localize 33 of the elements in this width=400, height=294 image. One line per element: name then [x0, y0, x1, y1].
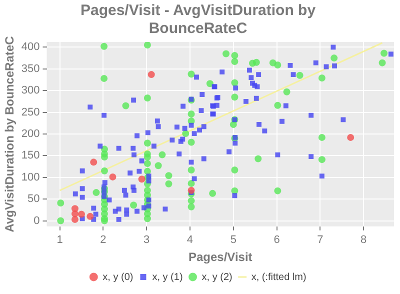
point — [138, 176, 146, 183]
point — [90, 158, 98, 166]
y-tick-label: 0 — [34, 214, 40, 227]
point — [148, 71, 155, 78]
x-tick-label: 8 — [360, 234, 367, 246]
y-tick-label: 300 — [21, 84, 40, 97]
point — [109, 173, 116, 180]
y-tick-label: 150 — [21, 150, 40, 162]
y-tick-label: 350 — [21, 62, 40, 75]
x-tick-label: 5 — [230, 234, 236, 246]
x-tick-label: 2 — [100, 234, 106, 246]
point — [78, 210, 85, 218]
point — [188, 186, 195, 194]
x-tick-label: 7 — [317, 234, 324, 246]
legend-label: x, y (1) — [152, 272, 183, 283]
x-axis-title: Pages/Visit — [188, 250, 252, 264]
y-tick-label: 50 — [28, 193, 40, 206]
point — [86, 212, 94, 220]
y-axis-title: AvgVisitDuration by BounceRateC — [2, 36, 17, 232]
point — [347, 134, 354, 141]
legend-label: x, y (0) — [102, 272, 134, 283]
x-tick-label: 1 — [56, 234, 63, 246]
y-tick-label: 100 — [21, 171, 40, 184]
y-tick-label: 400 — [21, 41, 40, 54]
x-tick-label: 4 — [186, 234, 194, 246]
y-tick-label: 250 — [21, 106, 40, 118]
chart-title: Pages/Visit - AvgVisitDuration by BounceRateC — [80, 2, 316, 38]
x-tick-label: 6 — [274, 234, 280, 246]
legend-label: x, y (2) — [202, 272, 232, 283]
x-tick-label: 3 — [144, 234, 150, 246]
y-tick-label: 200 — [21, 128, 40, 140]
legend-label: x, (:fitted lm) — [251, 272, 306, 283]
point — [71, 216, 78, 223]
